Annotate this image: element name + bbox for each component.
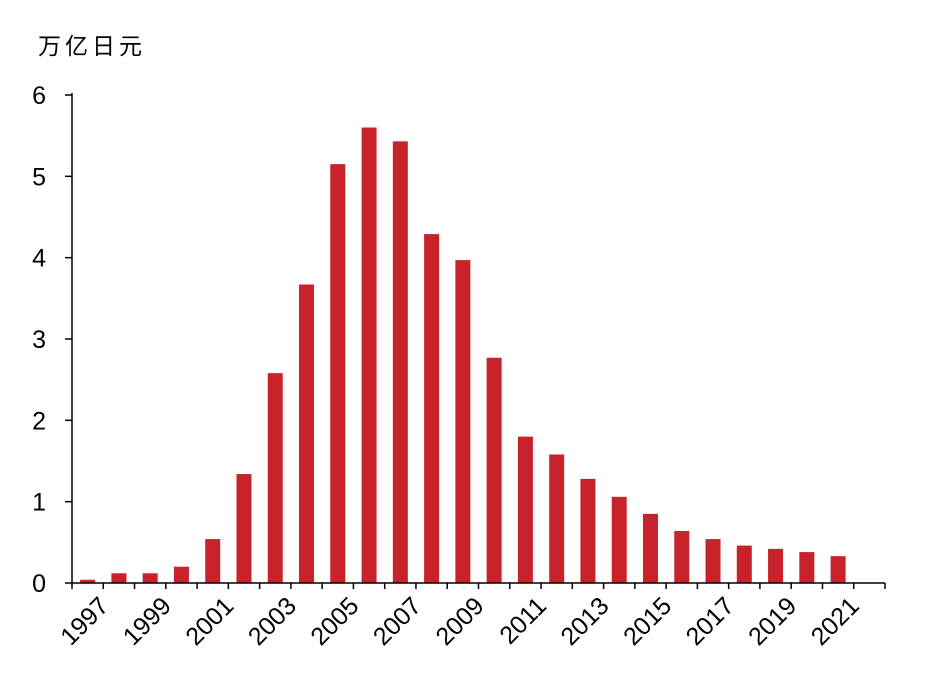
- bar-2020: [799, 552, 815, 583]
- y-tick-label: 3: [32, 326, 46, 354]
- bar-2003: [267, 373, 283, 583]
- bar-2007: [392, 141, 408, 584]
- bar-2004: [299, 284, 315, 583]
- x-tick-label: 2015: [618, 592, 677, 651]
- bar-2008: [424, 234, 440, 583]
- x-tick-label: 2019: [743, 592, 802, 651]
- bar-2002: [236, 474, 252, 583]
- bar-1999: [142, 573, 158, 583]
- x-tick-label: 2003: [243, 592, 302, 651]
- y-tick-label: 0: [32, 570, 46, 598]
- bar-1998: [111, 573, 127, 583]
- y-tick-label: 2: [32, 407, 46, 435]
- x-tick-label: 2021: [806, 592, 865, 651]
- bar-2015: [642, 513, 658, 583]
- bar-1997: [80, 579, 96, 583]
- bar-2017: [705, 539, 721, 583]
- x-tick-label: 2017: [681, 592, 740, 651]
- y-tick-label: 5: [32, 163, 46, 191]
- bars-group: [80, 127, 846, 584]
- bar-2018: [736, 545, 752, 583]
- x-tick-label: 2007: [368, 592, 427, 651]
- x-tick-label: 2011: [494, 592, 552, 650]
- y-axis: 0 1 2 3 4 5 6: [32, 82, 73, 598]
- x-tick-label: 2009: [430, 592, 489, 651]
- bar-2010: [486, 357, 502, 583]
- bar-2001: [205, 539, 221, 583]
- x-tick-label: 2013: [555, 592, 614, 651]
- y-axis-unit-label: 万亿日元: [38, 34, 146, 60]
- bar-2006: [361, 127, 377, 583]
- y-tick-label: 6: [32, 82, 46, 110]
- bar-2013: [580, 478, 596, 583]
- bar-2005: [330, 164, 346, 583]
- bar-2014: [611, 496, 627, 583]
- y-tick-label: 4: [32, 245, 46, 273]
- bar-2011: [517, 436, 533, 583]
- bar-2000: [173, 566, 189, 583]
- y-tick-label: 1: [32, 489, 46, 517]
- bar-2009: [455, 260, 471, 583]
- x-tick-label: 2001: [180, 592, 239, 651]
- x-axis: 1997 1999 2001 2003 2005 2007 2009 2011 2013 2015…: [55, 582, 886, 651]
- x-tick-label: 1999: [118, 592, 177, 651]
- x-tick-label: 2005: [305, 592, 364, 651]
- bar-2019: [768, 548, 784, 583]
- bar-2012: [549, 454, 565, 583]
- bar-2016: [674, 530, 690, 583]
- x-tick-label: 1997: [55, 592, 114, 651]
- bar-2021: [830, 556, 846, 583]
